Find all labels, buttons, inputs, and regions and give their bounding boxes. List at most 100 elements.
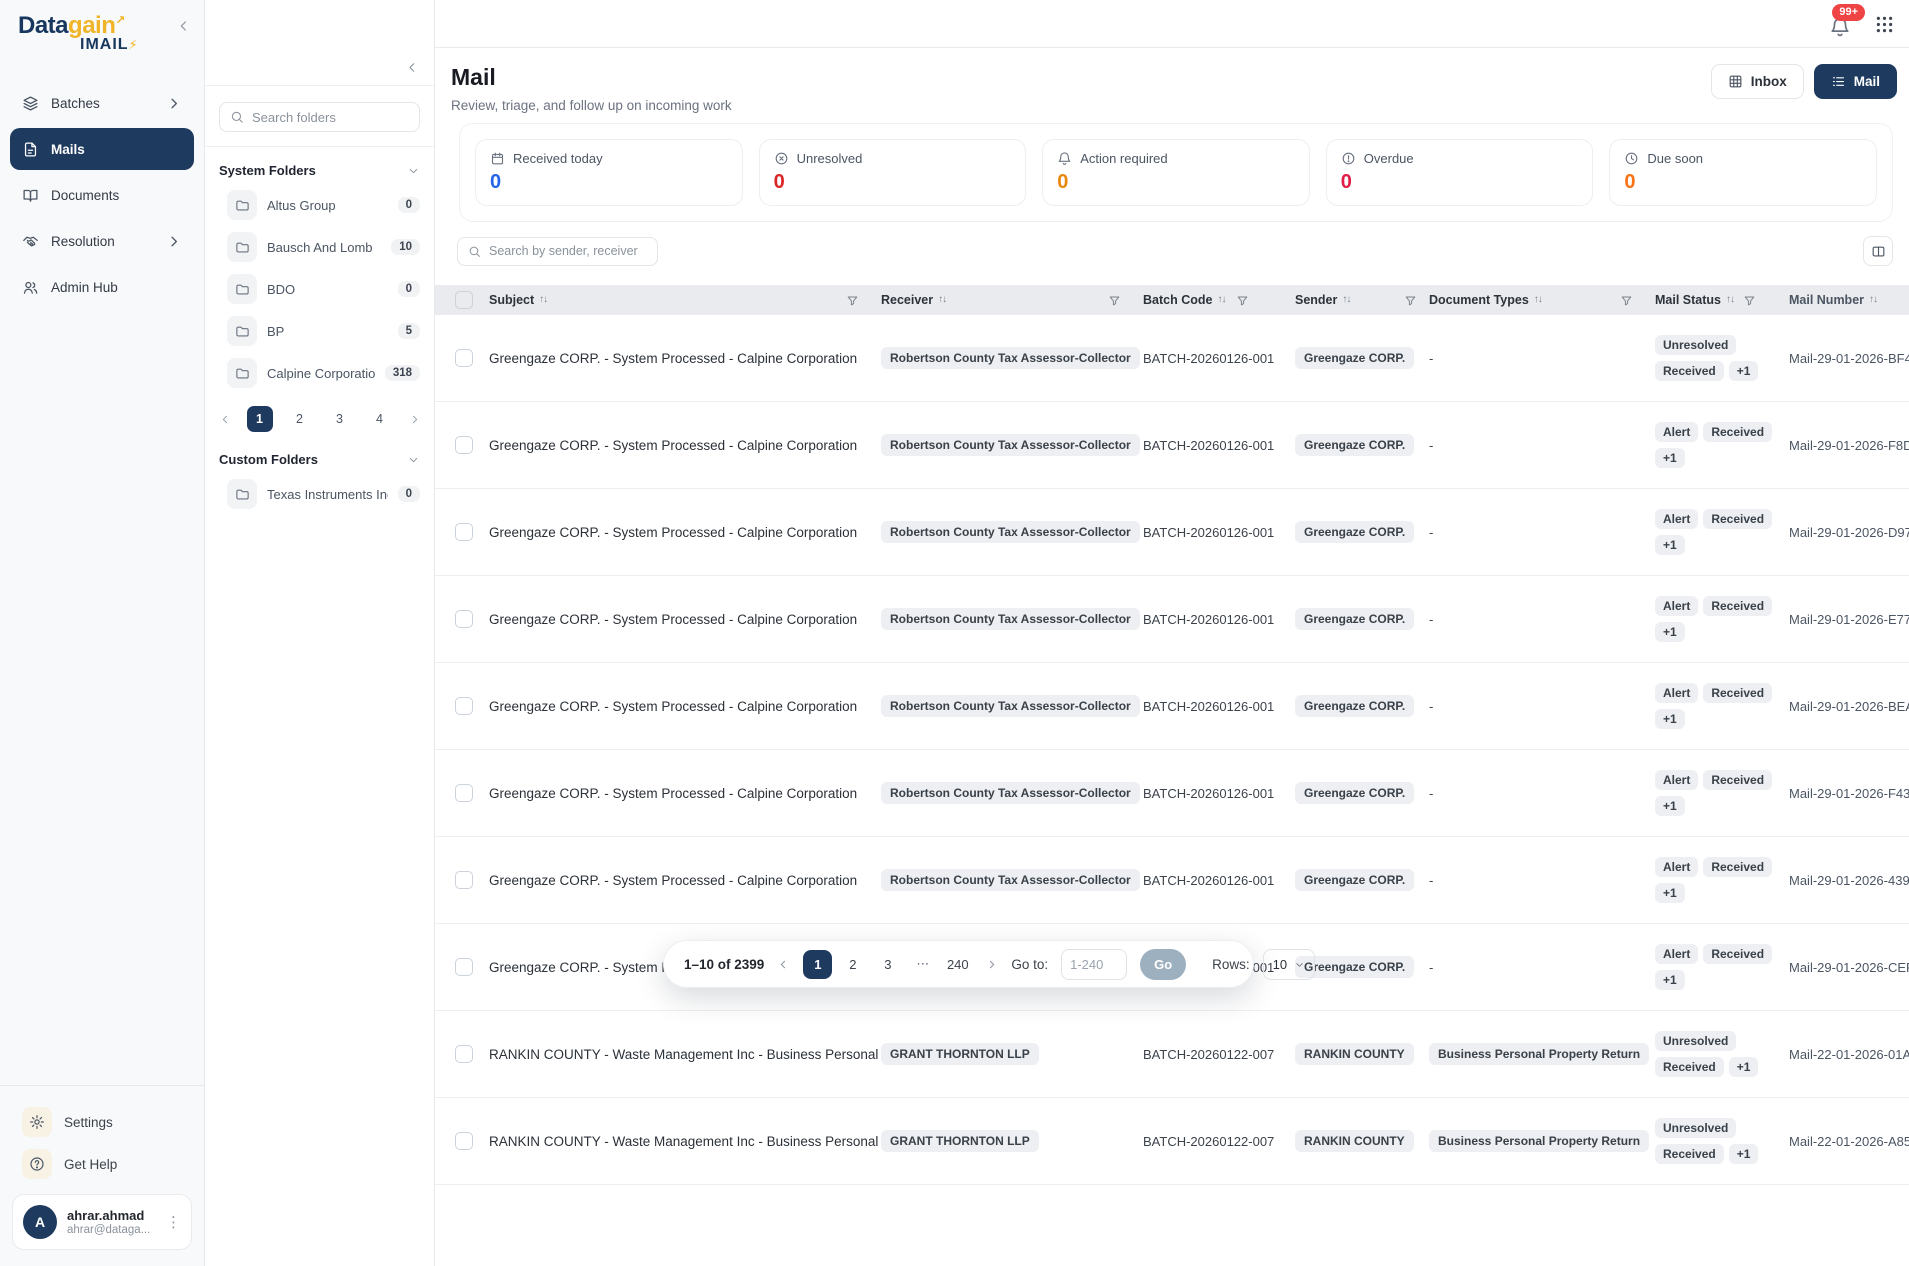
x-circle-icon — [774, 151, 789, 166]
view-toggle-button[interactable]: Inbox — [1710, 64, 1804, 99]
stat-label: Received today — [513, 151, 603, 166]
chevron-right-icon — [165, 95, 182, 112]
folder-item[interactable]: BDO 0 — [205, 268, 434, 310]
sidebar-collapse-icon[interactable] — [176, 18, 192, 34]
folder-item[interactable]: Altus Group 0 — [205, 184, 434, 226]
column-header-batch-code[interactable]: Batch Code ↑↓ — [1143, 285, 1295, 315]
mail-subject: RANKIN COUNTY - Waste Management Inc - B… — [489, 1046, 881, 1062]
row-checkbox[interactable] — [455, 871, 473, 889]
mail-subject: RANKIN COUNTY - Waste Management Inc - B… — [489, 1133, 881, 1149]
filter-icon[interactable] — [1620, 294, 1633, 307]
column-header-receiver[interactable]: Receiver ↑↓ — [881, 285, 1143, 315]
sidebar-nav-item[interactable]: Admin Hub — [10, 266, 194, 308]
filter-icon[interactable] — [1404, 294, 1417, 307]
table-row[interactable]: Greengaze CORP. - System Processed - Cal… — [435, 489, 1909, 576]
column-header-sender[interactable]: Sender ↑↓ — [1295, 285, 1429, 315]
document-type-chip: Business Personal Property Return — [1429, 1043, 1650, 1065]
status-chip: Alert — [1655, 683, 1699, 703]
receiver-chip: GRANT THORNTON LLP — [881, 1130, 1039, 1152]
sidebar-footer-item[interactable]: Settings — [10, 1102, 194, 1142]
page-button[interactable]: 2 — [849, 956, 857, 972]
sort-icon[interactable]: ↑↓ — [1533, 294, 1543, 305]
table-row[interactable]: Greengaze CORP. - System Processed - Cal… — [435, 837, 1909, 924]
folder-item[interactable]: Bausch And Lomb 10 — [205, 226, 434, 268]
book-icon — [22, 187, 39, 204]
page-button[interactable]: 240 — [946, 956, 969, 972]
sort-icon[interactable]: ↑↓ — [1342, 294, 1351, 305]
row-checkbox[interactable] — [455, 523, 473, 541]
file-icon — [22, 141, 39, 158]
row-checkbox[interactable] — [455, 958, 473, 976]
table-row[interactable]: Greengaze CORP. - System Processed - Cal… — [435, 315, 1909, 402]
chevron-down-icon[interactable] — [407, 164, 420, 177]
sidebar-nav-item[interactable]: Resolution — [10, 220, 194, 262]
table-search-input[interactable] — [489, 244, 647, 258]
table-row[interactable]: RANKIN COUNTY - Waste Management Inc - B… — [435, 1011, 1909, 1098]
sidebar-footer: Settings Get Help — [0, 1102, 204, 1184]
folder-panel-collapse-icon[interactable] — [405, 60, 420, 75]
sidebar-footer-item[interactable]: Get Help — [10, 1144, 194, 1184]
table-row[interactable]: Greengaze CORP. - System Processed - Cal… — [435, 663, 1909, 750]
sort-icon[interactable]: ↑↓ — [1217, 294, 1226, 305]
rows-per-page-select[interactable]: 10 — [1262, 948, 1316, 980]
table-row[interactable]: Greengaze CORP. - System Processed - Cal… — [435, 402, 1909, 489]
folder-pages: 1 2 3 4 — [246, 406, 393, 432]
row-checkbox[interactable] — [455, 436, 473, 454]
filter-icon[interactable] — [1108, 294, 1121, 307]
table-row[interactable]: Greengaze CORP. - System Processed - Cal… — [435, 576, 1909, 663]
folder-item[interactable]: Calpine Corporation 318 — [205, 352, 434, 394]
goto-page-input[interactable] — [1061, 948, 1128, 980]
folder-page-button[interactable]: 2 — [296, 412, 303, 426]
mail-subject: Greengaze CORP. - System Processed - Cal… — [489, 611, 858, 627]
chevron-right-icon[interactable] — [408, 413, 421, 426]
page-next-icon[interactable] — [985, 958, 998, 971]
row-checkbox[interactable] — [455, 610, 473, 628]
chevron-left-icon[interactable] — [219, 413, 232, 426]
row-checkbox[interactable] — [455, 1132, 473, 1150]
folder-count-badge: 5 — [397, 323, 420, 339]
stat-card: Received today 0 — [475, 139, 743, 206]
filter-icon[interactable] — [846, 294, 859, 307]
chevron-down-icon[interactable] — [407, 453, 420, 466]
mail-status-cell: Alert Received +1 — [1655, 767, 1789, 819]
folder-item[interactable]: Texas Instruments Inc. 0 — [205, 473, 434, 515]
sort-icon[interactable]: ↑↓ — [938, 294, 947, 305]
page-button[interactable]: 1 — [803, 949, 833, 979]
filter-icon[interactable] — [1236, 294, 1249, 307]
page-button[interactable]: 3 — [884, 956, 892, 972]
column-header-subject[interactable]: Subject ↑↓ — [483, 285, 881, 315]
sort-icon[interactable]: ↑↓ — [539, 294, 548, 305]
select-all-checkbox[interactable] — [455, 291, 473, 309]
folder-page-button[interactable]: 4 — [376, 412, 383, 426]
custom-folder-list: Texas Instruments Inc. 0 — [205, 473, 434, 515]
sort-icon[interactable]: ↑↓ — [1869, 294, 1878, 305]
column-header-mail-number[interactable]: Mail Number ↑↓ — [1789, 293, 1878, 307]
kebab-icon[interactable]: ⋮ — [166, 1214, 181, 1231]
go-button[interactable]: Go — [1140, 948, 1187, 980]
row-checkbox[interactable] — [455, 697, 473, 715]
row-checkbox[interactable] — [455, 1045, 473, 1063]
document-type-chip: Business Personal Property Return — [1429, 1130, 1650, 1152]
folder-search-input[interactable] — [252, 109, 409, 125]
filter-icon[interactable] — [1743, 294, 1756, 307]
row-checkbox[interactable] — [455, 784, 473, 802]
column-header-document-types[interactable]: Document Types ↑↓ — [1429, 285, 1655, 315]
folder-page-button[interactable]: 1 — [246, 406, 273, 432]
page-prev-icon[interactable] — [777, 958, 790, 971]
sidebar-nav-item[interactable]: Documents — [10, 174, 194, 216]
user-card[interactable]: A ahrar.ahmad ahrar@dataga... ⋮ — [12, 1194, 192, 1250]
sort-icon[interactable]: ↑↓ — [1726, 294, 1735, 305]
folder-item[interactable]: BP 5 — [205, 310, 434, 352]
sidebar-nav-item[interactable]: Batches — [10, 82, 194, 124]
mail-subject: Greengaze CORP. - System Processed - Cal… — [489, 785, 858, 801]
view-toggle-button[interactable]: Mail — [1813, 64, 1897, 99]
row-checkbox[interactable] — [455, 349, 473, 367]
folder-page-button[interactable]: 3 — [336, 412, 343, 426]
column-header-mail-status[interactable]: Mail Status ↑↓ — [1655, 285, 1789, 315]
table-row[interactable]: Greengaze CORP. - System Processed - Cal… — [435, 750, 1909, 837]
table-header: Subject ↑↓ Receiver ↑↓ Batch Code ↑↓ Sender… — [435, 285, 1909, 315]
apps-grid-icon[interactable] — [1874, 14, 1895, 35]
table-row[interactable]: RANKIN COUNTY - Waste Management Inc - B… — [435, 1098, 1909, 1185]
sidebar-nav-item[interactable]: Mails — [10, 128, 194, 170]
columns-button[interactable] — [1863, 236, 1893, 266]
